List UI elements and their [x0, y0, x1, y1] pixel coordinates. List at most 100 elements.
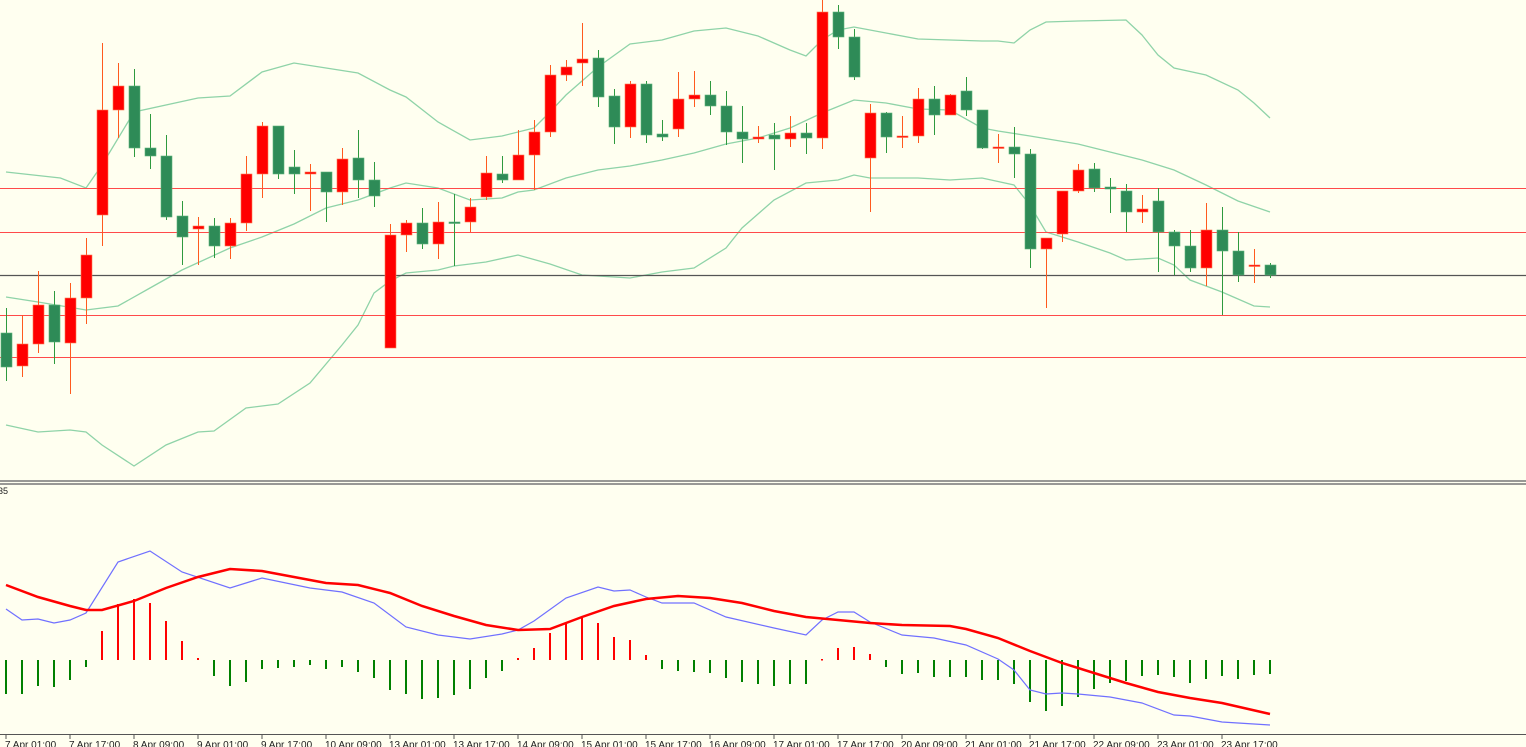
candle[interactable]	[1232, 232, 1245, 282]
candle[interactable]	[464, 198, 477, 232]
candle[interactable]	[128, 69, 141, 157]
candle[interactable]	[96, 43, 109, 246]
candle[interactable]	[496, 156, 509, 183]
candle[interactable]	[880, 112, 893, 153]
candle-body	[1088, 168, 1101, 189]
histogram-bar	[37, 660, 39, 686]
candle[interactable]	[704, 81, 717, 115]
candle[interactable]	[64, 283, 77, 394]
candle[interactable]	[1248, 249, 1261, 283]
candle[interactable]	[1104, 178, 1117, 213]
candle[interactable]	[784, 116, 797, 147]
candle[interactable]	[912, 88, 925, 143]
candle[interactable]	[272, 125, 285, 179]
candle[interactable]	[592, 50, 605, 107]
candle[interactable]	[608, 89, 621, 144]
candle[interactable]	[176, 201, 189, 265]
candle[interactable]	[752, 126, 765, 143]
x-tick-label: 13 Apr 17:00	[453, 740, 510, 747]
candle[interactable]	[320, 171, 333, 222]
candle[interactable]	[800, 123, 813, 154]
candle[interactable]	[16, 315, 29, 377]
histogram-bar	[117, 604, 119, 660]
candle[interactable]	[896, 116, 909, 148]
candle[interactable]	[0, 308, 13, 381]
histogram-bar	[629, 640, 631, 660]
candle[interactable]	[528, 120, 541, 190]
candle[interactable]	[1136, 195, 1149, 223]
indicator-panel[interactable]	[5, 550, 1271, 726]
candle-body	[192, 225, 205, 230]
candle[interactable]	[1264, 263, 1277, 278]
candle[interactable]	[1008, 127, 1021, 178]
candle[interactable]	[144, 114, 157, 169]
candle[interactable]	[576, 23, 589, 86]
histogram-bar	[165, 621, 167, 660]
candle[interactable]	[560, 60, 573, 81]
x-tick-label: 9 Apr 17:00	[261, 740, 313, 747]
candle[interactable]	[832, 5, 845, 49]
candle[interactable]	[640, 81, 653, 143]
candle[interactable]	[400, 220, 413, 252]
candle[interactable]	[304, 164, 317, 211]
candle[interactable]	[336, 148, 349, 205]
candle[interactable]	[224, 218, 237, 259]
candle[interactable]	[256, 122, 269, 198]
candle-body	[32, 304, 45, 345]
candle[interactable]	[432, 202, 445, 259]
candle[interactable]	[368, 162, 381, 207]
candle[interactable]	[720, 91, 733, 145]
candle-body	[288, 166, 301, 175]
candle[interactable]	[1216, 207, 1229, 315]
candle[interactable]	[928, 86, 941, 135]
candle[interactable]	[1168, 230, 1181, 275]
candle[interactable]	[656, 120, 669, 141]
candle[interactable]	[240, 156, 253, 231]
indicator-window-label: 35	[0, 486, 9, 496]
candle[interactable]	[992, 134, 1005, 163]
candle[interactable]	[32, 271, 45, 353]
candle[interactable]	[416, 208, 429, 249]
histogram-bar	[309, 660, 311, 665]
candle[interactable]	[688, 71, 701, 107]
candle-body	[944, 94, 957, 116]
histogram-bar	[581, 617, 583, 660]
price-panel[interactable]	[0, 0, 1526, 467]
candle[interactable]	[384, 224, 397, 349]
x-tick-label: 9 Apr 01:00	[197, 740, 249, 747]
candle[interactable]	[864, 104, 877, 212]
candle[interactable]	[1200, 203, 1213, 286]
candle[interactable]	[976, 109, 989, 149]
candle[interactable]	[288, 150, 301, 194]
candle[interactable]	[944, 94, 957, 116]
x-tick-label: 21 Apr 01:00	[965, 740, 1022, 747]
candle[interactable]	[1056, 190, 1069, 242]
candle[interactable]	[1072, 164, 1085, 193]
candle[interactable]	[1184, 230, 1197, 272]
candle[interactable]	[1088, 163, 1101, 192]
x-tick-label: 15 Apr 01:00	[581, 740, 638, 747]
candle[interactable]	[848, 29, 861, 80]
candle[interactable]	[624, 81, 637, 138]
candle[interactable]	[1040, 237, 1053, 308]
candle[interactable]	[448, 194, 461, 266]
candle[interactable]	[672, 72, 685, 137]
candle[interactable]	[736, 106, 749, 163]
candle[interactable]	[80, 238, 93, 324]
candle[interactable]	[112, 63, 125, 138]
candle[interactable]	[48, 291, 61, 364]
candle[interactable]	[1024, 149, 1037, 268]
candle[interactable]	[480, 156, 493, 200]
candle[interactable]	[160, 135, 173, 220]
candle[interactable]	[352, 130, 365, 198]
candle[interactable]	[544, 65, 557, 137]
candle[interactable]	[768, 123, 781, 170]
candle[interactable]	[208, 218, 221, 258]
candle[interactable]	[512, 130, 525, 181]
candle[interactable]	[816, 0, 829, 149]
histogram-bar	[149, 603, 151, 660]
candle[interactable]	[960, 77, 973, 116]
candle[interactable]	[192, 217, 205, 265]
candle[interactable]	[1152, 188, 1165, 272]
candle[interactable]	[1120, 184, 1133, 232]
